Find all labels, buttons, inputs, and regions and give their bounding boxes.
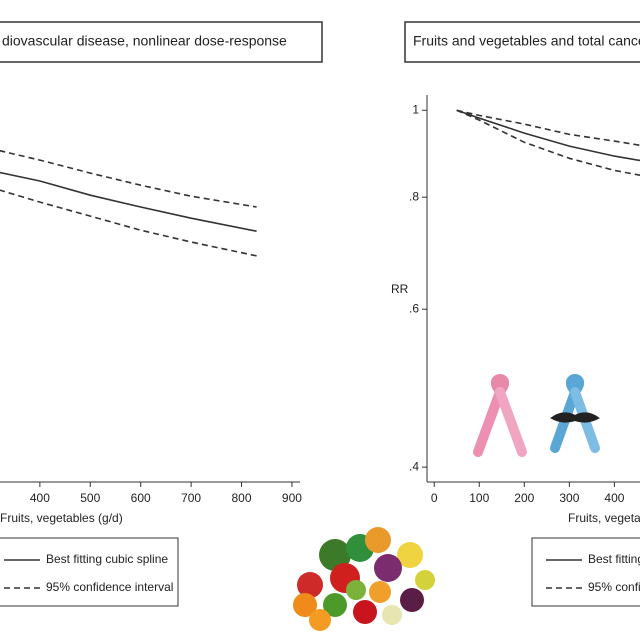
blue-ribbon [550,374,600,453]
legend-label: 95% confi [588,580,640,594]
y-tick-label: 1 [412,102,419,116]
legend-box [531,537,640,607]
series-line [456,109,640,162]
x-tick-label: 700 [181,491,201,505]
y-tick-label: .6 [409,301,419,315]
x-tick-label: 900 [282,491,302,505]
x-tick-label: 100 [469,491,489,505]
x-tick-label: 600 [131,491,151,505]
x-tick-label: 300 [559,491,579,505]
series-line [0,171,257,232]
series-line [0,149,257,208]
series-line [0,189,257,257]
x-axis-label: Fruits, vegetables (g/d) [0,511,123,525]
series-line [456,109,640,177]
chart-title: Fruits and vegetables and total cance [413,33,640,49]
legend-label: Best fitting [588,552,640,566]
legend-label: 95% confidence interval [46,580,173,594]
x-tick-label: 800 [232,491,252,505]
y-axis-label: RR [391,282,409,296]
title-box [404,21,640,63]
x-tick-label: 200 [514,491,534,505]
x-tick-label: 500 [80,491,100,505]
fruits [293,527,435,631]
x-tick-label: 400 [30,491,50,505]
x-tick-label: 400 [604,491,624,505]
legend-label: Best fitting cubic spline [46,552,168,566]
x-tick-label: 0 [431,491,438,505]
y-tick-label: .8 [409,189,419,203]
x-axis-label: Fruits, vegeta [568,511,640,525]
y-tick-label: .4 [409,459,419,473]
title-box [0,21,323,63]
series-line [456,109,640,147]
legend-box [0,537,179,607]
chart-title: diovascular disease, nonlinear dose-resp… [2,33,287,49]
pink-ribbon [473,374,527,457]
